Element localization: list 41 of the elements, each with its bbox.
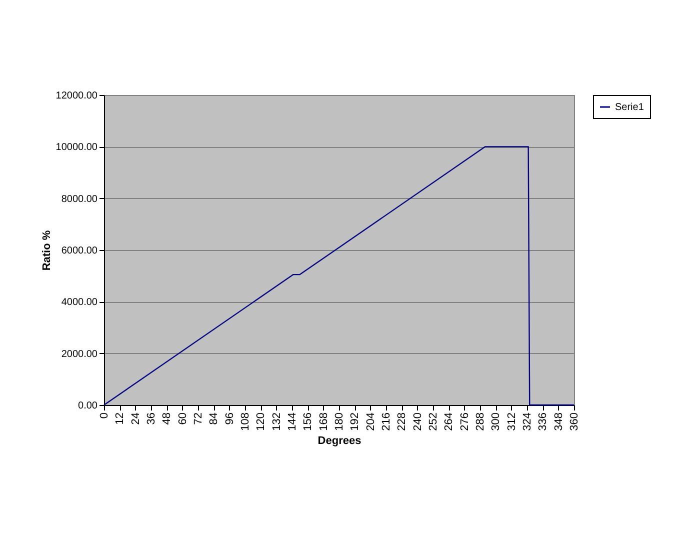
x-tick-label: 252 [428, 412, 440, 431]
x-tick-label: 228 [396, 412, 408, 431]
x-tick-label: 276 [458, 412, 471, 431]
x-tick-label: 204 [364, 412, 377, 431]
x-tick-label: 120 [255, 412, 268, 431]
x-tick-label: 48 [161, 412, 174, 425]
y-tick-label: 0.00 [78, 400, 98, 412]
x-tick-label: 96 [224, 412, 236, 425]
x-tick-label: 180 [334, 412, 346, 431]
x-tick-label: 192 [349, 412, 362, 431]
x-tick-label: 84 [208, 412, 220, 425]
x-tick-label: 0 [98, 412, 110, 419]
x-tick-label: 72 [192, 412, 204, 425]
y-tick-label: 8000.00 [61, 194, 98, 205]
x-tick-label: 168 [318, 412, 330, 431]
x-tick-label: 24 [130, 412, 142, 425]
y-tick-label: 2000.00 [61, 348, 98, 360]
y-tick-label: 10000.00 [56, 142, 98, 154]
x-tick-label: 360 [568, 412, 580, 431]
x-tick-label: 216 [380, 412, 392, 431]
x-axis-title: Degrees [318, 434, 362, 447]
x-tick-label: 336 [537, 412, 550, 431]
x-tick-label: 108 [240, 412, 252, 431]
x-tick-label: 300 [490, 412, 502, 431]
x-tick-label: 12 [114, 412, 126, 425]
x-tick-label: 288 [474, 412, 486, 431]
x-tick-label: 60 [176, 412, 189, 425]
y-tick-label: 6000.00 [61, 246, 98, 256]
x-tick-label: 156 [302, 412, 314, 431]
x-tick-label: 324 [522, 412, 534, 431]
x-tick-label: 144 [286, 412, 298, 431]
x-tick-label: 240 [412, 412, 424, 431]
x-tick-label: 348 [552, 412, 565, 431]
y-axis-title: Ratio % [40, 230, 53, 271]
legend-label: Serie1 [615, 102, 644, 113]
y-tick-label: 12000.00 [56, 90, 98, 102]
x-tick-label: 132 [270, 412, 283, 431]
x-tick-label: 264 [443, 412, 456, 431]
y-tick-label: 4000.00 [61, 297, 98, 308]
x-tick-label: 312 [506, 412, 518, 431]
x-tick-label: 36 [146, 412, 158, 425]
